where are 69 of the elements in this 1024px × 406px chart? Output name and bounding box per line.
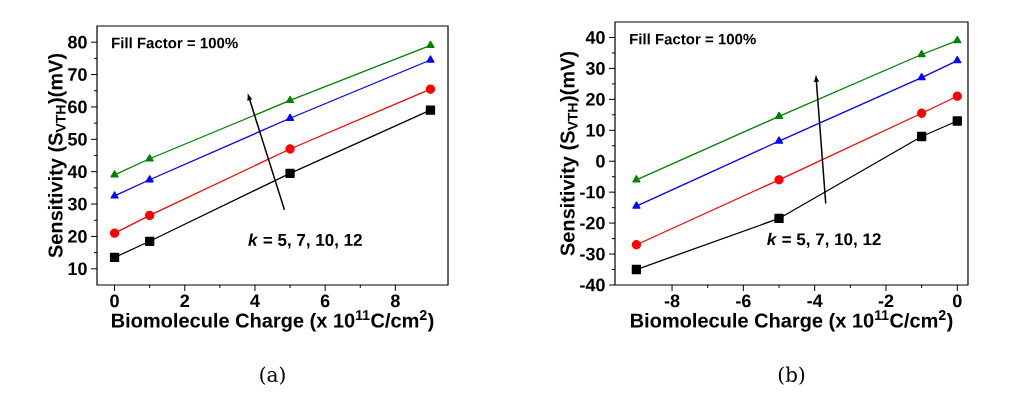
y-tick-label: 10 (586, 123, 605, 137)
point (426, 40, 435, 49)
point (953, 35, 962, 44)
annotation: Fill Factor = 100% (630, 33, 756, 45)
point (774, 213, 784, 224)
x-tick-label: 0 (110, 294, 119, 308)
point (110, 170, 119, 178)
point (917, 73, 926, 81)
point (952, 116, 962, 126)
y-tick-label: -20 (580, 216, 605, 230)
point (425, 84, 436, 94)
x-tick-label: 8 (390, 294, 400, 308)
x-axis-title: Biomolecule Charge (x 10$^{11}$C/cm$^{2}$) (112, 310, 434, 332)
point (774, 175, 784, 185)
x-tick-label: -8 (664, 294, 680, 308)
point (916, 131, 927, 142)
point (110, 191, 119, 199)
text: (b) (778, 366, 805, 385)
point (916, 108, 927, 118)
x-tick-label: 4 (250, 294, 260, 307)
point (109, 252, 120, 263)
point (632, 175, 641, 183)
y-axis-title: Sensitivity (S$_{VTH}$)(mV) (47, 53, 67, 258)
y-tick-label: 20 (586, 92, 605, 106)
y-tick-label: 70 (68, 68, 87, 81)
annotation: Fill Factor = 100% (112, 37, 238, 49)
point (145, 236, 155, 246)
point (774, 111, 784, 120)
point (109, 228, 120, 238)
y-tick-label: 0 (596, 154, 605, 168)
point (285, 168, 295, 178)
y-tick-label: -30 (580, 247, 605, 261)
point (145, 154, 154, 162)
point (285, 113, 295, 121)
x-tick-label: 2 (180, 294, 190, 308)
y-tick-label: 50 (68, 132, 87, 146)
y-tick-label: 40 (585, 31, 605, 44)
y-tick-label: 30 (585, 62, 605, 75)
point (145, 210, 155, 221)
point (426, 55, 435, 63)
x-tick-label: 0 (952, 294, 962, 308)
annotation: k = 5, 7, 10, 12 (767, 232, 881, 248)
y-tick-label: 80 (68, 35, 87, 49)
point (917, 49, 926, 58)
point (774, 136, 784, 144)
x-tick-label: -4 (807, 294, 823, 307)
x-axis-title: Biomolecule Charge (x 10$^{11}$C/cm$^{2}$) (631, 310, 953, 332)
point (425, 105, 436, 115)
x-tick-label: -6 (736, 294, 751, 308)
x-tick-label: 6 (320, 294, 330, 308)
y-axis-title: Sensitivity (S$_{VTH}$)(mV) (559, 51, 579, 256)
annotation: k = 5, 7, 10, 12 (248, 233, 362, 249)
y-tick-label: 30 (67, 197, 87, 211)
point (631, 240, 642, 250)
x-tick-label: -2 (878, 294, 894, 308)
point (631, 264, 642, 275)
y-tick-label: 20 (68, 230, 87, 243)
point (285, 144, 295, 154)
y-tick-label: 40 (67, 165, 87, 179)
y-tick-label: -40 (580, 278, 605, 292)
text: (a) (260, 366, 285, 385)
point (953, 56, 962, 64)
point (145, 175, 154, 183)
point (285, 95, 295, 104)
point (632, 201, 641, 209)
y-tick-label: -10 (580, 185, 605, 199)
y-tick-label: 10 (68, 262, 87, 276)
y-tick-label: 60 (68, 100, 87, 114)
point (952, 91, 962, 101)
